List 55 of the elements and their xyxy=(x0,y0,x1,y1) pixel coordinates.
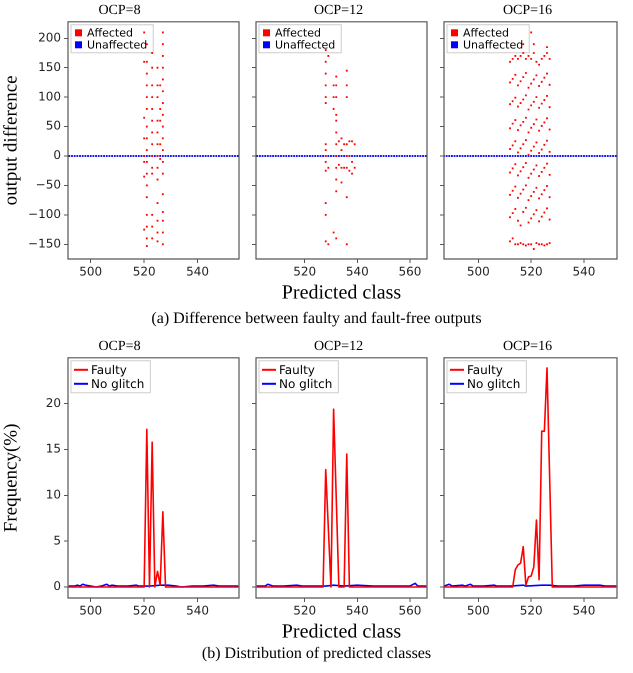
chart-title: OCP=12 xyxy=(314,339,364,354)
legend-label: Unaffected xyxy=(463,38,524,52)
x-tick-label: 560 xyxy=(398,603,422,618)
text: (b) Distribution of predicted classes xyxy=(200,645,432,663)
legend-label: No glitch xyxy=(467,376,520,391)
y-tick-label: −100 xyxy=(28,206,61,221)
x-tick-label: 520 xyxy=(520,264,543,278)
y-tick-label: 100 xyxy=(38,89,61,104)
chart-title: OCP=12 xyxy=(314,3,364,18)
x-tick-label: 520 xyxy=(293,603,316,618)
x-axis-title: Predicted class xyxy=(282,620,402,642)
y-tick-label: 5 xyxy=(53,533,61,548)
text: (a) Difference between faulty and fault-free outputs xyxy=(150,310,483,328)
y-axis-title: output difference xyxy=(0,75,22,206)
legend-label: Faulty xyxy=(467,362,503,377)
x-tick-label: 540 xyxy=(572,264,596,278)
y-tick-label: 20 xyxy=(46,396,61,410)
legend-label: Faulty xyxy=(279,362,315,377)
chart-title: OCP=8 xyxy=(98,339,141,354)
y-tick-label: −150 xyxy=(28,236,61,250)
y-axis-title: Frequency(%) xyxy=(0,424,22,532)
legend-label: No glitch xyxy=(279,376,332,391)
legend-label: Affected xyxy=(463,26,509,40)
y-tick-label: −50 xyxy=(36,178,61,192)
x-tick-label: 520 xyxy=(132,603,156,618)
x-tick-label: 500 xyxy=(79,603,102,618)
chart-title: OCP=16 xyxy=(502,3,552,18)
x-tick-label: 540 xyxy=(186,603,210,618)
y-tick-label: 150 xyxy=(38,60,61,74)
legend-label: Unaffected xyxy=(87,38,148,52)
y-tick-label: 50 xyxy=(46,118,61,133)
x-tick-label: 500 xyxy=(466,603,490,618)
x-tick-label: 500 xyxy=(466,264,490,278)
x-tick-label: 540 xyxy=(186,264,210,278)
y-tick-label: 0 xyxy=(53,148,61,162)
legend-label: Unaffected xyxy=(275,38,336,52)
y-tick-label: 10 xyxy=(46,487,61,502)
y-tick-label: 15 xyxy=(46,442,61,456)
x-tick-label: 520 xyxy=(293,264,316,278)
x-tick-label: 560 xyxy=(398,264,422,278)
x-tick-label: 540 xyxy=(346,264,369,278)
x-axis-title: Predicted class xyxy=(282,281,402,304)
x-tick-label: 540 xyxy=(572,603,596,618)
legend-label: No glitch xyxy=(91,376,144,391)
legend-label: Faulty xyxy=(91,362,127,377)
x-tick-label: 520 xyxy=(520,603,543,618)
y-tick-label: 0 xyxy=(53,579,61,594)
x-tick-label: 500 xyxy=(79,264,102,278)
legend-label: Affected xyxy=(87,26,133,40)
chart-title: OCP=8 xyxy=(98,3,141,18)
x-tick-label: 540 xyxy=(346,603,369,618)
x-tick-label: 520 xyxy=(132,264,156,278)
legend-label: Affected xyxy=(275,26,321,40)
y-tick-label: 200 xyxy=(38,30,61,44)
chart-title: OCP=16 xyxy=(502,339,552,354)
